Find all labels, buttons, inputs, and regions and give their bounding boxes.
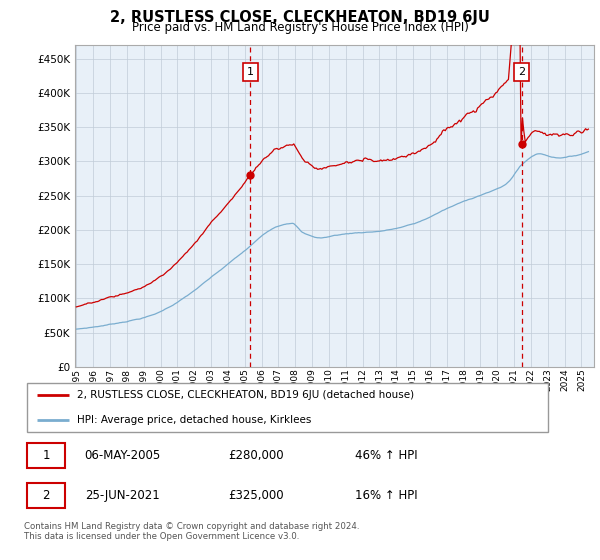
Text: Contains HM Land Registry data © Crown copyright and database right 2024.
This d: Contains HM Land Registry data © Crown c… (24, 522, 359, 542)
Text: £280,000: £280,000 (228, 449, 284, 463)
Text: 06-MAY-2005: 06-MAY-2005 (85, 449, 161, 463)
Text: 16% ↑ HPI: 16% ↑ HPI (355, 489, 418, 502)
Text: £325,000: £325,000 (228, 489, 284, 502)
Text: 2: 2 (43, 489, 50, 502)
Text: 46% ↑ HPI: 46% ↑ HPI (355, 449, 418, 463)
FancyBboxPatch shape (27, 444, 65, 468)
FancyBboxPatch shape (27, 483, 65, 508)
FancyBboxPatch shape (26, 383, 548, 432)
Text: Price paid vs. HM Land Registry's House Price Index (HPI): Price paid vs. HM Land Registry's House … (131, 21, 469, 34)
Text: 2, RUSTLESS CLOSE, CLECKHEATON, BD19 6JU: 2, RUSTLESS CLOSE, CLECKHEATON, BD19 6JU (110, 10, 490, 25)
Text: 1: 1 (247, 67, 254, 77)
Text: 25-JUN-2021: 25-JUN-2021 (85, 489, 160, 502)
Text: 2: 2 (518, 67, 526, 77)
Text: 1: 1 (43, 449, 50, 463)
Text: HPI: Average price, detached house, Kirklees: HPI: Average price, detached house, Kirk… (77, 414, 311, 424)
Text: 2, RUSTLESS CLOSE, CLECKHEATON, BD19 6JU (detached house): 2, RUSTLESS CLOSE, CLECKHEATON, BD19 6JU… (77, 390, 414, 400)
